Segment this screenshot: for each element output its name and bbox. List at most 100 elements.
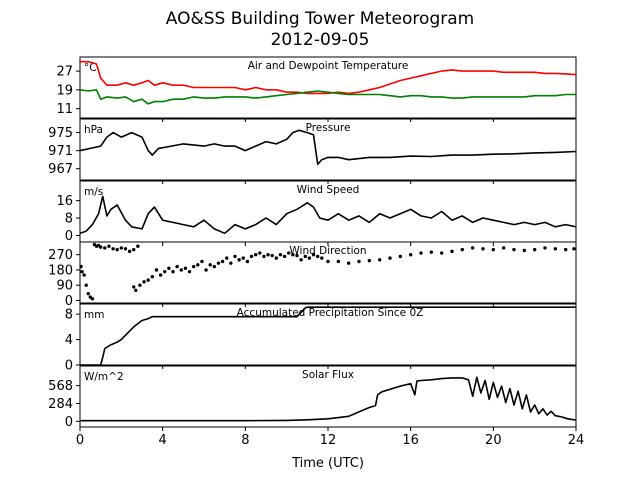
- data-point: [191, 264, 196, 269]
- data-point: [367, 258, 372, 263]
- x-axis-title: Time (UTC): [291, 456, 364, 471]
- data-point: [320, 256, 324, 260]
- data-point: [266, 253, 270, 257]
- data-point: [123, 247, 128, 251]
- data-point: [522, 248, 527, 253]
- panel-unit-label: hPa: [84, 124, 103, 136]
- data-point: [429, 250, 434, 254]
- x-tick-label: 24: [568, 433, 585, 448]
- data-point: [167, 266, 171, 270]
- series-line-0: [80, 60, 576, 95]
- data-point: [150, 275, 155, 279]
- data-point: [262, 254, 266, 259]
- data-point: [245, 259, 250, 264]
- panel-unit-label: W/m^2: [84, 371, 124, 383]
- data-point: [134, 288, 138, 292]
- data-point: [336, 259, 341, 264]
- series-group: [80, 60, 576, 105]
- panel-title: Wind Speed: [297, 184, 360, 196]
- x-tick-label: 20: [485, 433, 502, 448]
- series-line-0: [80, 306, 576, 365]
- y-tick-label: 568: [48, 379, 73, 394]
- data-point: [196, 263, 200, 267]
- data-point: [127, 249, 132, 254]
- panel-title: Air and Dewpoint Temperature: [248, 60, 409, 72]
- data-point: [274, 256, 279, 260]
- series-line-0: [80, 129, 576, 165]
- x-tick-label: 4: [159, 433, 167, 448]
- data-point: [315, 254, 320, 259]
- data-point: [204, 268, 208, 272]
- y-tick-label: 8: [65, 212, 73, 227]
- data-point: [200, 259, 204, 264]
- data-point: [543, 246, 547, 250]
- figure-title-line1: AO&SS Building Tower Meteorogram: [166, 9, 474, 29]
- x-tick-label: 12: [320, 433, 337, 448]
- y-tick-label: 0: [65, 415, 73, 430]
- y-tick-label: 0: [65, 294, 73, 309]
- series-line-1: [80, 89, 576, 105]
- data-point: [282, 254, 287, 259]
- data-point: [80, 264, 83, 269]
- data-point: [136, 244, 140, 248]
- data-point: [132, 247, 136, 252]
- data-point: [171, 269, 175, 274]
- chart-panel-5: 0 284 568 Solar Flux W/m^2: [48, 365, 577, 431]
- data-point: [572, 247, 576, 251]
- data-point: [303, 254, 307, 259]
- data-point: [142, 280, 146, 284]
- data-point: [175, 264, 179, 269]
- data-point: [212, 264, 217, 269]
- data-point: [295, 253, 299, 258]
- data-point: [460, 247, 465, 252]
- y-tick-label: 16: [56, 194, 73, 209]
- data-point: [119, 246, 124, 250]
- y-tick-label: 19: [56, 83, 73, 98]
- chart-panel-2: 0 8 16 Wind Speed m/s: [56, 180, 577, 246]
- data-point: [326, 259, 330, 264]
- y-tick-label: 8: [65, 308, 73, 323]
- data-point: [187, 269, 192, 274]
- y-tick-label: 0: [65, 229, 73, 244]
- y-tick-label: 270: [48, 248, 73, 263]
- data-point: [229, 261, 233, 265]
- series-line-0: [80, 376, 576, 422]
- data-point: [84, 283, 88, 287]
- data-point: [154, 268, 159, 272]
- y-tick-label: 180: [48, 263, 73, 278]
- data-point: [115, 247, 119, 252]
- data-point: [216, 261, 221, 265]
- figure-title-line2: 2012-09-05: [271, 30, 370, 50]
- data-point: [532, 247, 537, 252]
- panel-unit-label: °C: [84, 62, 97, 74]
- data-point: [377, 258, 382, 262]
- data-point: [258, 251, 262, 255]
- data-point: [80, 269, 84, 274]
- data-point: [208, 263, 212, 267]
- data-point: [419, 251, 423, 255]
- data-point: [138, 283, 142, 287]
- data-point: [307, 256, 312, 260]
- data-point: [563, 247, 568, 252]
- data-point: [103, 246, 107, 250]
- data-point: [253, 253, 258, 257]
- data-point: [90, 297, 95, 301]
- data-point: [183, 266, 188, 270]
- data-point: [278, 253, 283, 257]
- data-point: [111, 247, 115, 251]
- x-tick-label: 16: [402, 433, 419, 448]
- panel-unit-label: m/s: [84, 186, 103, 198]
- data-point: [233, 254, 237, 259]
- y-tick-label: 975: [48, 126, 73, 141]
- y-tick-label: 11: [56, 102, 73, 117]
- data-point: [249, 254, 254, 259]
- data-point: [299, 258, 303, 262]
- data-point: [388, 256, 392, 260]
- series-group: [80, 376, 576, 422]
- panel-title: Solar Flux: [302, 369, 354, 381]
- y-tick-label: 27: [56, 65, 73, 80]
- data-point: [132, 285, 136, 289]
- series-group: [80, 242, 576, 301]
